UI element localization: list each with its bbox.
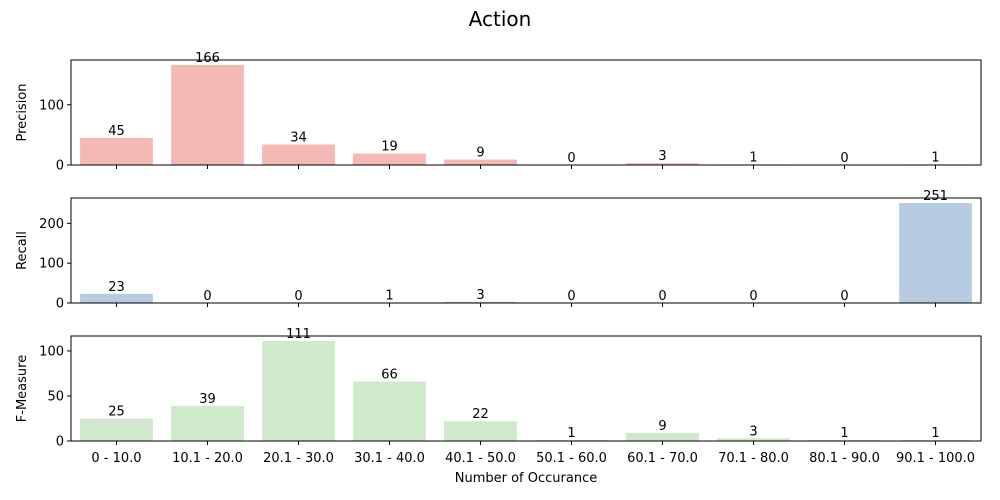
data-label: 1 [385,289,393,304]
bar [262,341,335,441]
data-label: 23 [108,280,125,295]
x-tick-label: 90.1 - 100.0 [896,451,975,466]
data-label: 0 [749,289,757,304]
bar [626,163,699,165]
y-tick-label: 50 [47,389,64,404]
data-label: 39 [199,392,216,407]
bar [353,153,426,165]
data-label: 166 [195,51,220,66]
data-label: 3 [658,149,666,164]
bar [899,203,972,303]
y-tick-label: 100 [39,98,64,113]
bar [353,381,426,441]
data-label: 1 [567,426,575,441]
subplot-f-measure: 25 39 111 66 22 1 9 3 1 1 0 50 100 F-Measure 0 - 10.0 1… [15,327,982,466]
y-tick-label: 0 [56,159,64,174]
x-tick-label: 30.1 - 40.0 [354,451,425,466]
data-label: 0 [567,289,575,304]
data-label: 19 [381,140,398,155]
axes-frame [70,59,982,166]
data-label: 0 [567,151,575,166]
bar [717,438,790,441]
data-label: 25 [108,404,125,419]
bar [444,421,517,441]
x-tick-label: 20.1 - 30.0 [263,451,334,466]
y-axis-label: Precision [15,83,30,141]
data-label: 66 [381,368,398,383]
y-tick-label: 0 [56,297,64,312]
axes-frame [70,197,982,304]
data-label: 3 [749,424,757,439]
data-label: 111 [286,327,311,342]
axes-frame [70,335,982,442]
bar [171,405,244,441]
data-label: 0 [840,289,848,304]
data-label: 0 [294,289,302,304]
data-label: 1 [931,426,939,441]
data-label: 3 [476,288,484,303]
data-label: 9 [476,146,484,161]
y-tick-label: 100 [39,344,64,359]
bar [80,418,153,441]
bar [262,144,335,165]
chart-title: Action [469,7,532,31]
x-tick-label: 0 - 10.0 [91,451,141,466]
x-tick-label: 10.1 - 20.0 [172,451,243,466]
data-label: 0 [840,151,848,166]
subplot-recall: 23 0 0 1 3 0 0 0 0 251 0 100 200 Recall [15,189,982,312]
x-axis-label: Number of Occurance [455,471,597,486]
y-tick-label: 0 [56,435,64,450]
x-tick-label: 40.1 - 50.0 [445,451,516,466]
data-label: 1 [749,150,757,165]
bar [80,137,153,165]
y-tick-label: 100 [39,257,64,272]
bar [171,65,244,165]
data-label: 9 [658,419,666,434]
bar [444,301,517,303]
data-label: 1 [840,426,848,441]
data-label: 22 [472,407,489,422]
data-label: 34 [290,131,307,146]
y-axis-label: F-Measure [15,355,30,422]
data-label: 0 [203,289,211,304]
bar [626,432,699,441]
x-tick-label: 50.1 - 60.0 [536,451,607,466]
data-label: 251 [923,189,948,204]
x-tick-label: 70.1 - 80.0 [718,451,789,466]
bar [444,159,517,165]
bar [80,293,153,303]
y-tick-label: 200 [39,217,64,232]
y-axis-label: Recall [15,231,30,270]
data-label: 45 [108,124,125,139]
data-label: 1 [931,150,939,165]
subplot-precision: 45 166 34 19 9 0 3 1 0 1 0 100 Precision [15,51,982,174]
x-tick-label: 60.1 - 70.0 [627,451,698,466]
data-label: 0 [658,289,666,304]
x-tick-label: 80.1 - 90.0 [809,451,880,466]
